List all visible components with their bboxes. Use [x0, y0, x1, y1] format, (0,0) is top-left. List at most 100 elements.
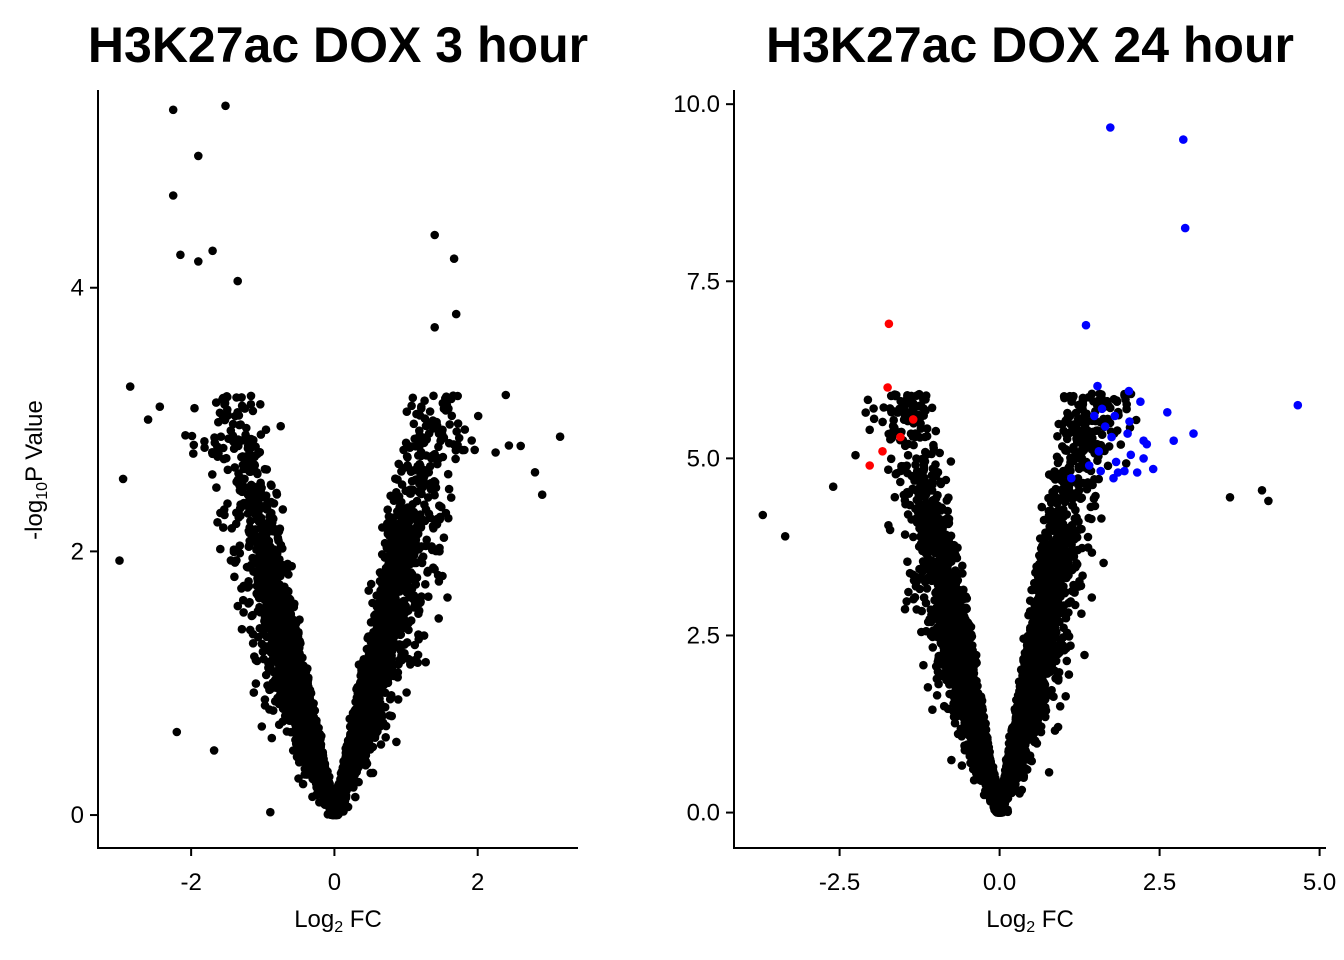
data-point	[408, 500, 418, 509]
data-point	[295, 615, 304, 624]
data-point	[430, 478, 440, 487]
data-point	[254, 517, 264, 526]
data-point	[430, 519, 440, 529]
data-point	[393, 507, 402, 516]
data-point	[444, 513, 453, 523]
data-point	[282, 727, 292, 736]
data-point	[421, 421, 431, 431]
data-point	[394, 459, 404, 469]
data-point	[373, 652, 383, 662]
data-point	[246, 400, 256, 409]
data-point	[430, 419, 440, 429]
data-point	[392, 488, 401, 497]
data-point	[425, 407, 435, 416]
data-point	[411, 475, 421, 484]
data-point	[266, 480, 276, 490]
data-point	[430, 565, 439, 574]
data-point	[447, 411, 457, 421]
data-point	[233, 601, 243, 611]
data-point	[246, 461, 256, 471]
data-point	[239, 608, 248, 617]
data-point	[403, 441, 413, 450]
data-point	[385, 711, 394, 720]
data-point	[383, 519, 392, 528]
data-point	[237, 624, 247, 634]
data-point	[278, 505, 288, 514]
data-point	[284, 707, 294, 716]
data-point	[216, 508, 225, 518]
data-point	[293, 747, 302, 756]
data-point	[259, 654, 269, 664]
data-point	[424, 592, 433, 601]
data-point	[233, 435, 243, 444]
data-point	[371, 696, 381, 706]
data-point	[267, 641, 277, 651]
data-point	[404, 573, 414, 583]
data-point	[245, 597, 254, 607]
data-point	[414, 451, 423, 460]
data-point	[351, 792, 360, 802]
data-point	[473, 411, 483, 421]
data-point	[389, 545, 398, 555]
data-point	[280, 603, 289, 613]
data-point	[261, 491, 271, 501]
data-point	[432, 453, 441, 462]
data-point	[425, 462, 435, 471]
data-point	[453, 419, 463, 428]
data-point	[408, 393, 418, 403]
data-point	[435, 512, 445, 522]
data-point	[421, 657, 431, 667]
data-point	[402, 688, 411, 697]
data-point	[467, 436, 477, 445]
data-point	[232, 508, 241, 518]
data-point	[274, 699, 284, 709]
data-point	[438, 571, 447, 581]
data-point	[393, 695, 403, 704]
data-point	[407, 401, 416, 411]
data-point	[255, 400, 265, 409]
data-point	[260, 464, 270, 474]
data-point	[228, 419, 238, 429]
data-point	[408, 555, 418, 564]
data-point	[247, 611, 256, 621]
data-point	[247, 480, 256, 490]
data-point	[446, 493, 456, 502]
data-point	[444, 484, 454, 494]
data-point	[248, 406, 258, 416]
data-point	[181, 431, 190, 440]
data-point	[240, 474, 249, 484]
data-point	[409, 419, 419, 429]
data-point	[272, 488, 281, 498]
data-point	[276, 563, 285, 572]
data-point	[403, 453, 412, 462]
data-point	[308, 792, 317, 802]
data-point	[223, 392, 232, 402]
data-point	[403, 461, 412, 470]
data-point	[290, 599, 299, 609]
data-point	[266, 807, 275, 817]
chart-title: H3K27ac DOX 3 hour	[88, 17, 588, 73]
data-point	[267, 733, 277, 743]
data-point	[427, 545, 437, 555]
data-point	[434, 429, 444, 438]
data-point	[259, 593, 268, 603]
data-point	[155, 402, 165, 412]
data-point	[434, 442, 443, 452]
data-point	[437, 502, 446, 512]
data-point	[259, 568, 268, 578]
data-point	[246, 439, 256, 449]
data-point	[397, 467, 406, 476]
data-point	[230, 558, 240, 567]
data-point	[259, 604, 268, 614]
data-point	[501, 390, 511, 400]
data-point	[275, 524, 285, 533]
data-point	[406, 660, 415, 669]
data-point	[237, 393, 246, 402]
data-point	[223, 499, 232, 508]
data-point	[300, 764, 310, 774]
data-point	[212, 483, 221, 492]
data-point	[504, 441, 514, 450]
data-point	[304, 673, 313, 682]
data-point	[380, 538, 390, 548]
data-point	[392, 737, 401, 747]
